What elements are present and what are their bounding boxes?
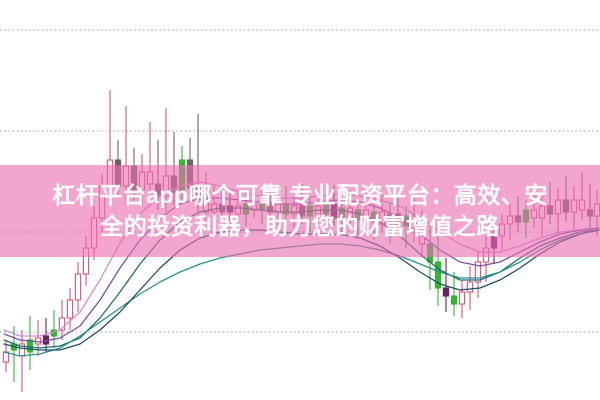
headline-overlay-band	[0, 165, 600, 257]
candle-body	[466, 281, 474, 293]
candle-body	[458, 291, 466, 305]
candle-body	[26, 339, 34, 353]
candle-body	[450, 295, 458, 305]
candle-body	[74, 273, 82, 301]
candle-body	[58, 317, 66, 331]
candle-body	[66, 299, 74, 319]
candle-body	[474, 261, 482, 283]
candle-body	[434, 261, 442, 289]
candle-body	[442, 287, 450, 297]
